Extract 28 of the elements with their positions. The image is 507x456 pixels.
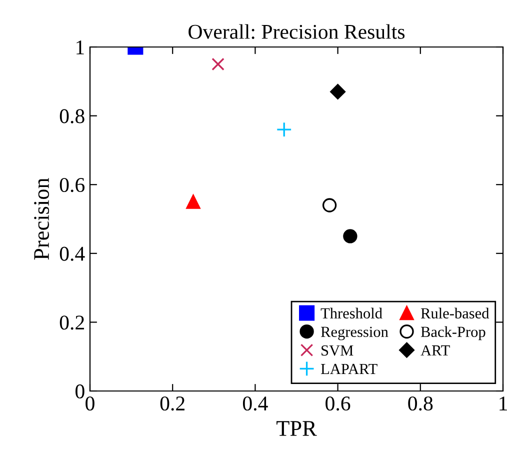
legend-label: SVM	[322, 345, 354, 356]
point	[276, 122, 292, 138]
point	[343, 229, 358, 244]
legend-label: Rule-based	[420, 308, 490, 319]
x-tick-label: 0	[86, 396, 94, 411]
legend-label: Regression	[320, 326, 388, 340]
x-tick-label: 0.4	[242, 396, 268, 411]
chart-title: Overall: Precision Results	[188, 24, 405, 39]
legend-label: Threshold	[320, 308, 382, 319]
x-axis-title: TPR	[276, 421, 317, 436]
y-tick-label: 0.2	[60, 316, 84, 330]
x-tick-label: 0.2	[160, 396, 184, 411]
y-axis-title: Precision	[34, 178, 50, 260]
point	[186, 194, 200, 209]
legend-label: Back-Prop	[420, 326, 486, 340]
x-tick-label: 1	[500, 396, 507, 410]
point	[212, 58, 224, 71]
y-tick-label: 0.6	[60, 178, 85, 192]
y-tick-label: 1	[76, 40, 84, 54]
legend-label: ART	[420, 345, 450, 356]
point	[330, 84, 346, 100]
y-tick-label: 0.4	[60, 246, 85, 261]
y-tick-label: 0	[76, 384, 84, 398]
x-tick-label: 0.8	[408, 396, 433, 411]
x-tick-label: 0.6	[326, 396, 350, 411]
y-tick-label: 0.8	[60, 109, 84, 124]
legend-label: LAPART	[320, 364, 378, 374]
point	[322, 198, 337, 212]
